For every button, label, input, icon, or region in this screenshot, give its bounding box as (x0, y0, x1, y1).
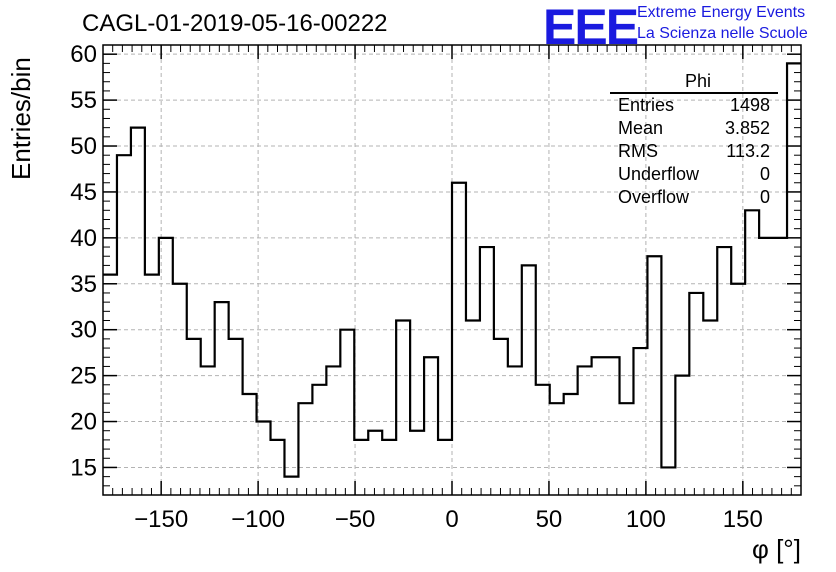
histogram-bin (703, 321, 717, 495)
stats-value: 1498 (729, 95, 770, 115)
histogram-bin (173, 284, 187, 495)
histogram-bin (410, 431, 424, 495)
histogram-bin (438, 440, 452, 495)
histogram-bin (284, 477, 298, 495)
y-tick-label: 50 (70, 133, 97, 160)
histogram-bin (201, 366, 215, 495)
histogram-bin (592, 357, 606, 495)
histogram-bin (689, 293, 703, 495)
y-tick-label: 40 (70, 225, 97, 252)
histogram-bin (424, 357, 438, 495)
y-tick-label: 25 (70, 363, 97, 390)
y-tick-label: 30 (70, 317, 97, 344)
histogram-bin (647, 256, 661, 495)
histogram-bin (522, 265, 536, 495)
x-tick-label: −50 (335, 506, 376, 533)
stats-value: 113.2 (726, 141, 770, 161)
x-tick-label: 100 (626, 506, 666, 533)
stats-label: Entries (618, 95, 675, 115)
histogram-bin (480, 247, 494, 495)
x-tick-label: −100 (231, 506, 285, 533)
stats-row-overflow: Overflow 0 (610, 186, 778, 209)
histogram-bin (508, 366, 522, 495)
stats-row-mean: Mean 3.852 (610, 117, 778, 140)
histogram-bin (620, 403, 634, 495)
histogram-line (103, 62, 801, 478)
histogram-bin (382, 440, 396, 495)
y-tick-label: 20 (70, 409, 97, 436)
histogram-bin (326, 366, 340, 495)
y-tick-label: 15 (70, 454, 97, 481)
histogram-bin (452, 183, 466, 495)
histogram-bin (159, 238, 173, 495)
logo-line-1: Extreme Energy Events (637, 4, 806, 21)
stats-row-entries: Entries 1498 (610, 94, 778, 117)
x-tick-label: 50 (536, 506, 563, 533)
x-tick-label: −150 (134, 506, 188, 533)
histogram-bin (187, 339, 201, 495)
x-tick-label: 0 (445, 506, 458, 533)
stats-title: Phi (610, 72, 778, 94)
y-tick-label: 35 (70, 271, 97, 298)
histogram-bin (271, 440, 285, 495)
stats-label: Underflow (618, 164, 700, 184)
stats-value: 0 (759, 187, 770, 207)
histogram-bin (396, 321, 410, 495)
eee-logo: EEE (543, 0, 639, 55)
histogram-bin (675, 376, 689, 495)
histogram-bin (354, 440, 368, 495)
histogram-bin (717, 247, 731, 495)
histogram-bin (745, 210, 759, 495)
y-tick-label: 45 (70, 179, 97, 206)
histogram-bin (606, 357, 620, 495)
x-tick-label: 150 (723, 506, 763, 533)
histogram-bin (215, 302, 229, 495)
histogram-bin (494, 339, 508, 495)
y-tick-label: 60 (70, 41, 97, 68)
histogram-bin (131, 128, 145, 495)
y-axis-label: Entries/bin (6, 57, 36, 180)
stats-label: RMS (618, 141, 658, 161)
stats-value: 3.852 (724, 118, 770, 138)
stats-row-underflow: Underflow 0 (610, 163, 778, 186)
histogram-bin (661, 467, 675, 495)
histogram-bin (466, 321, 480, 495)
histogram-bin (340, 330, 354, 495)
y-tick-label: 55 (70, 87, 97, 114)
stats-row-rms: RMS 113.2 (610, 140, 778, 163)
histogram-bin (117, 155, 131, 495)
chart-title: CAGL-01-2019-05-16-00222 (82, 10, 388, 37)
stats-value: 0 (759, 164, 770, 184)
histogram-bin (578, 366, 592, 495)
histogram-bin (731, 284, 745, 495)
histogram-bin (298, 403, 312, 495)
histogram-bin (564, 394, 578, 495)
x-axis-label: φ [°] (752, 534, 801, 564)
stats-box: Phi Entries 1498 Mean 3.852 RMS 113.2 Un… (610, 72, 778, 209)
stats-label: Mean (618, 118, 664, 138)
histogram-bin (773, 238, 787, 495)
histogram-bin (312, 385, 326, 495)
histogram-bin (550, 403, 564, 495)
stats-label: Overflow (618, 187, 690, 207)
histogram-bin (368, 431, 382, 495)
histogram-bin (633, 348, 647, 495)
histogram-bin (145, 275, 159, 495)
histogram-bin (229, 339, 243, 495)
histogram-bin (243, 394, 257, 495)
logo-line-2: La Scienza nelle Scuole (637, 25, 808, 42)
histogram-bin (536, 385, 550, 495)
histogram-bin (759, 238, 773, 495)
